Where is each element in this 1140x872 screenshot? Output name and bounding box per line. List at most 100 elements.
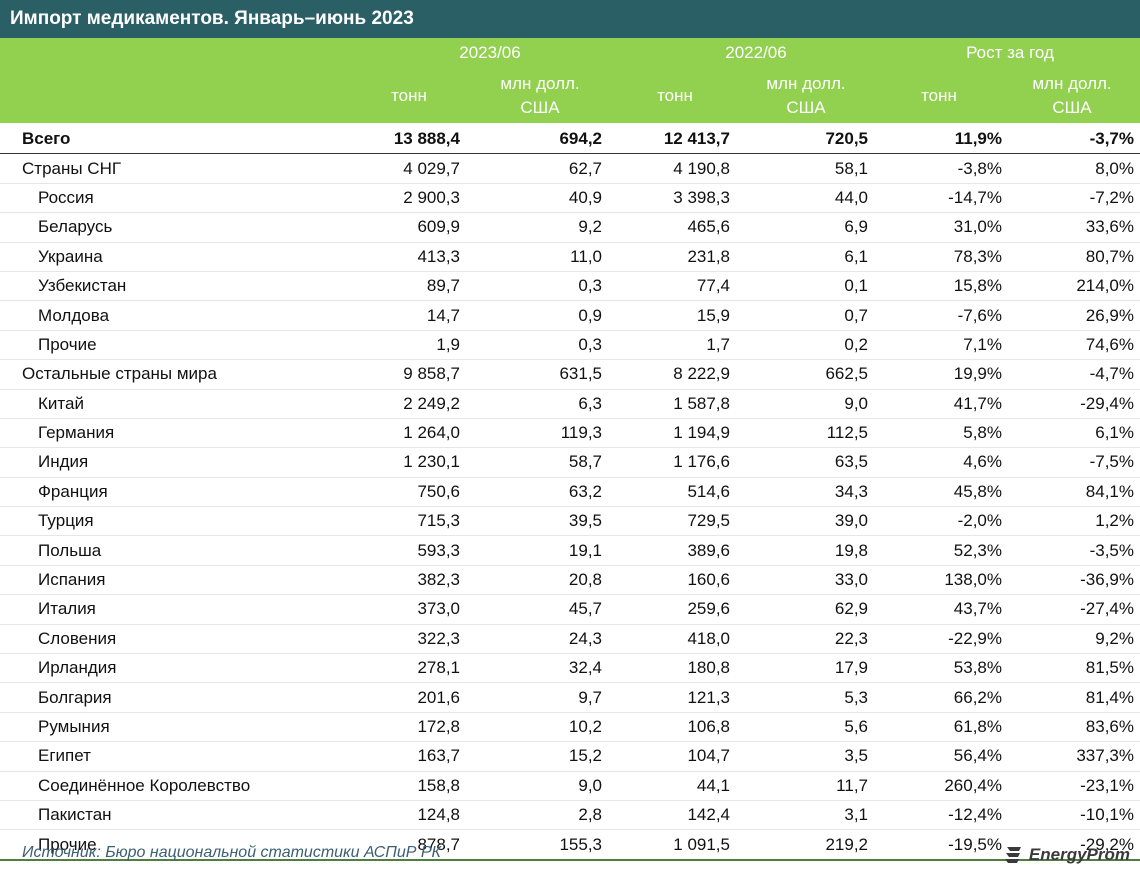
header-growth-usd: млн долл. США <box>1010 72 1134 120</box>
header-growth-usd-line1: млн долл. <box>1032 74 1112 93</box>
cell-value: 9,0 <box>736 389 874 419</box>
cell-value: 45,7 <box>466 594 608 625</box>
row-name: Словения <box>0 624 348 655</box>
table-body: Всего 13 888,4 694,2 12 413,7 720,5 11,9% -3,7… <box>0 125 1140 861</box>
cell-value: 1,9 <box>348 330 466 361</box>
cell-value: 124,8 <box>348 800 466 831</box>
cell-value: 19,9% <box>874 359 1008 390</box>
cell-value: 260,4% <box>874 771 1008 801</box>
cell-value: 15,9 <box>608 300 736 331</box>
row-name: Всего <box>0 125 348 155</box>
cell-value: 0,2 <box>736 330 874 361</box>
cell-value: 14,7 <box>348 300 466 331</box>
cell-value: 33,0 <box>736 565 874 596</box>
cell-value: 6,1 <box>736 242 874 272</box>
cell-value: -19,5% <box>874 829 1008 861</box>
cell-value: 78,3% <box>874 242 1008 272</box>
cell-value: 9,2% <box>1008 624 1140 655</box>
table-row: Украина 413,3 11,0 231,8 6,1 78,3% 80,7% <box>0 242 1140 272</box>
cell-value: 119,3 <box>466 418 608 449</box>
cell-value: 43,7% <box>874 594 1008 625</box>
row-name: Германия <box>0 418 348 449</box>
cell-value: 3,5 <box>736 741 874 772</box>
table-row: Польша 593,3 19,1 389,6 19,8 52,3% -3,5% <box>0 535 1140 566</box>
cell-value: 11,9% <box>874 125 1008 155</box>
row-name: Узбекистан <box>0 271 348 302</box>
cell-value: 56,4% <box>874 741 1008 772</box>
row-name: Италия <box>0 594 348 625</box>
energyprom-logo-icon <box>1004 847 1021 863</box>
cell-value: -27,4% <box>1008 594 1140 625</box>
cell-value: 15,8% <box>874 271 1008 302</box>
cell-value: 1,7 <box>608 330 736 361</box>
cell-value: 155,3 <box>466 829 608 861</box>
cell-value: 3,1 <box>736 800 874 831</box>
table-row: Болгария 201,6 9,7 121,3 5,3 66,2% 81,4% <box>0 682 1140 713</box>
header-2023-usd: млн долл. США <box>478 72 602 120</box>
cell-value: 163,7 <box>348 741 466 772</box>
cell-value: -2,0% <box>874 506 1008 537</box>
cell-value: -3,7% <box>1008 125 1140 155</box>
cell-value: 9 858,7 <box>348 359 466 390</box>
cell-value: 389,6 <box>608 535 736 566</box>
header-growth-usd-line2: США <box>1052 98 1092 117</box>
table-row: Египет 163,7 15,2 104,7 3,5 56,4% 337,3% <box>0 741 1140 772</box>
cell-value: 715,3 <box>348 506 466 537</box>
cell-value: -7,6% <box>874 300 1008 331</box>
table-row: Индия 1 230,1 58,7 1 176,6 63,5 4,6% -7,5% <box>0 447 1140 478</box>
cell-value: 0,7 <box>736 300 874 331</box>
row-name: Пакистан <box>0 800 348 831</box>
table-row: Прочие 878,7 155,3 1 091,5 219,2 -19,5% -29,2% <box>0 829 1140 861</box>
table-header: 2023/06 2022/06 Рост за год тонн млн дол… <box>0 38 1140 123</box>
cell-value: 63,2 <box>466 477 608 508</box>
cell-value: 6,9 <box>736 212 874 243</box>
cell-value: 142,4 <box>608 800 736 831</box>
cell-value: 81,5% <box>1008 653 1140 684</box>
row-name: Россия <box>0 183 348 214</box>
footer: Источник: Бюро национальной статистики А… <box>0 836 1140 872</box>
cell-value: 80,7% <box>1008 242 1140 272</box>
cell-value: 62,9 <box>736 594 874 625</box>
cell-value: 40,9 <box>466 183 608 214</box>
table-row: Ирландия 278,1 32,4 180,8 17,9 53,8% 81,5% <box>0 653 1140 684</box>
cell-value: 609,9 <box>348 212 466 243</box>
header-2023-usd-line1: млн долл. <box>500 74 580 93</box>
cell-value: 231,8 <box>608 242 736 272</box>
cell-value: 1 091,5 <box>608 829 736 861</box>
table-row: Прочие 1,9 0,3 1,7 0,2 7,1% 74,6% <box>0 330 1140 361</box>
cell-value: 278,1 <box>348 653 466 684</box>
cell-value: 84,1% <box>1008 477 1140 508</box>
cell-value: 729,5 <box>608 506 736 537</box>
cell-value: -4,7% <box>1008 359 1140 390</box>
cell-value: 45,8% <box>874 477 1008 508</box>
cell-value: 593,3 <box>348 535 466 566</box>
row-name: Индия <box>0 447 348 478</box>
cell-value: 20,8 <box>466 565 608 596</box>
table-title: Импорт медикаментов. Январь–июнь 2023 <box>0 0 1140 38</box>
header-2023-usd-line2: США <box>520 98 560 117</box>
cell-value: -3,5% <box>1008 535 1140 566</box>
cell-value: 17,9 <box>736 653 874 684</box>
cell-value: 9,7 <box>466 682 608 713</box>
cell-value: 1 176,6 <box>608 447 736 478</box>
header-2022-usd-line1: млн долл. <box>766 74 846 93</box>
cell-value: 0,9 <box>466 300 608 331</box>
cell-value: 1,2% <box>1008 506 1140 537</box>
cell-value: -7,2% <box>1008 183 1140 214</box>
row-name: Польша <box>0 535 348 566</box>
table-row: Франция 750,6 63,2 514,6 34,3 45,8% 84,1% <box>0 477 1140 508</box>
cell-value: 0,3 <box>466 330 608 361</box>
row-name: Страны СНГ <box>0 153 348 184</box>
cell-value: 158,8 <box>348 771 466 801</box>
cell-value: 52,3% <box>874 535 1008 566</box>
cell-value: -22,9% <box>874 624 1008 655</box>
cell-value: 58,7 <box>466 447 608 478</box>
row-name: Прочие <box>0 829 348 861</box>
table-row: Узбекистан 89,7 0,3 77,4 0,1 15,8% 214,0% <box>0 271 1140 302</box>
table-row: Италия 373,0 45,7 259,6 62,9 43,7% -27,4% <box>0 594 1140 625</box>
header-group-2023: 2023/06 <box>459 43 521 62</box>
row-name: Болгария <box>0 682 348 713</box>
cell-value: -3,8% <box>874 153 1008 184</box>
cell-value: 19,1 <box>466 535 608 566</box>
cell-value: 121,3 <box>608 682 736 713</box>
